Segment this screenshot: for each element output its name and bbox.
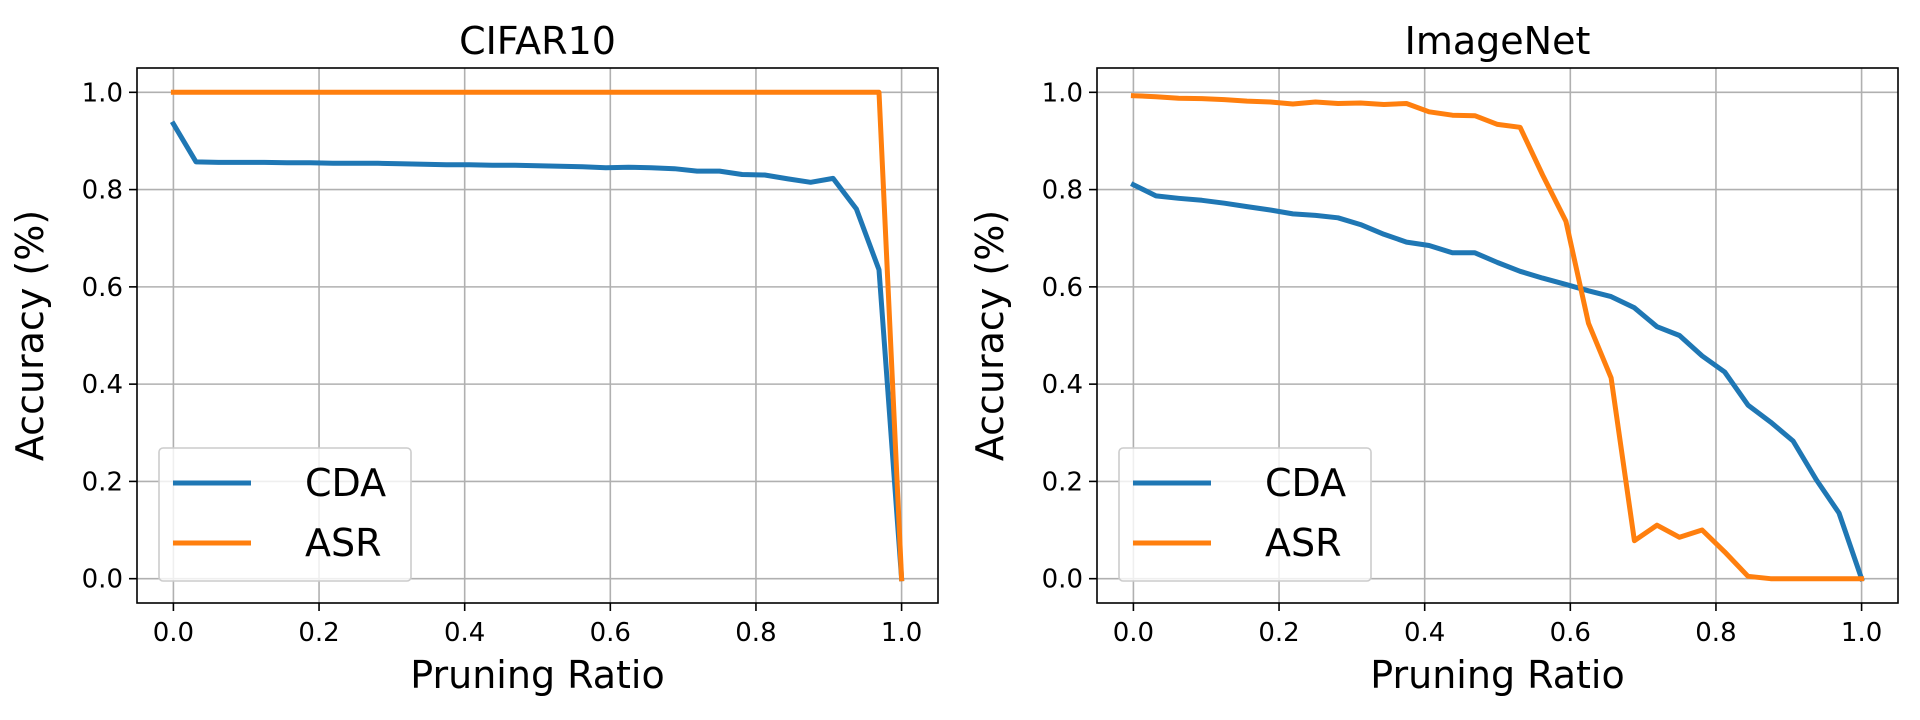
x-tick-label: 0.6 xyxy=(1550,618,1591,648)
y-tick-label: 0.4 xyxy=(1042,370,1083,400)
chart-imagenet: 0.0 0.2 0.4 0.6 0.8 1.0 0.0 0.2 0.4 0.6 0.8 1.0 Imag… xyxy=(968,19,1899,697)
y-tick-label: 0.8 xyxy=(82,176,123,206)
legend-label-cda: CDA xyxy=(1265,461,1346,505)
y-tick-label: 0.0 xyxy=(82,565,123,595)
x-tick-label: 0.0 xyxy=(153,618,194,648)
legend-label-cda: CDA xyxy=(305,461,386,505)
x-tick-label: 1.0 xyxy=(1841,618,1882,648)
series-line-cda xyxy=(169,120,905,582)
y-tick-label: 0.2 xyxy=(1042,467,1083,497)
x-tick-label: 0.4 xyxy=(444,618,485,648)
y-tick-label: 0.4 xyxy=(82,370,123,400)
chart-title: ImageNet xyxy=(1405,19,1591,63)
axes-frame xyxy=(1096,67,1899,604)
legend-label-asr: ASR xyxy=(305,521,382,565)
legend-label-asr: ASR xyxy=(1265,521,1342,565)
x-axis-label: Pruning Ratio xyxy=(1370,653,1624,697)
y-tick-label: 0.8 xyxy=(1042,176,1083,206)
x-tick-label: 1.0 xyxy=(881,618,922,648)
legend: CDA ASR xyxy=(158,447,412,582)
y-tick-label: 0.6 xyxy=(1042,273,1083,303)
x-tick-label: 0.6 xyxy=(590,618,631,648)
series-line-asr xyxy=(170,89,905,582)
series-line-asr xyxy=(1130,93,1865,582)
y-tick-label: 0.0 xyxy=(1042,565,1083,595)
series-line-cda xyxy=(1130,181,1865,582)
x-tick-label: 0.8 xyxy=(1695,618,1736,648)
x-tick-label: 0.0 xyxy=(1113,618,1154,648)
y-tick-label: 1.0 xyxy=(1042,78,1083,108)
x-axis-label: Pruning Ratio xyxy=(410,653,664,697)
x-tick-label: 0.4 xyxy=(1404,618,1445,648)
legend: CDA ASR xyxy=(1118,447,1372,582)
axes-frame xyxy=(136,67,939,604)
x-tick-label: 0.2 xyxy=(1258,618,1299,648)
x-tick-label: 0.8 xyxy=(735,618,776,648)
y-axis-label: Accuracy (%) xyxy=(968,210,1012,461)
y-axis-label: Accuracy (%) xyxy=(8,210,52,461)
y-tick-label: 0.2 xyxy=(82,467,123,497)
x-tick-label: 0.2 xyxy=(298,618,339,648)
chart-cifar10: 0.0 0.2 0.4 0.6 0.8 1.0 0.0 0.2 0.4 0.6 0.8 1.0 CIFA… xyxy=(8,19,939,697)
chart-title: CIFAR10 xyxy=(459,19,616,63)
y-tick-label: 0.6 xyxy=(82,273,123,303)
y-tick-label: 1.0 xyxy=(82,78,123,108)
